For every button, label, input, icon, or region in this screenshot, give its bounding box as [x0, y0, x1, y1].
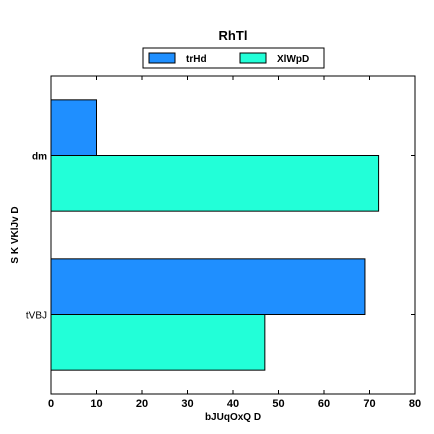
x-tick-label-0: 0	[48, 398, 54, 410]
legend-label-trHd: trHd	[186, 54, 207, 65]
x-tick-label-60: 60	[318, 398, 330, 410]
bars	[50, 99, 380, 371]
y-axis-ticks: dm tVBJ	[26, 152, 415, 322]
bar-XlWpD-dm	[50, 155, 380, 212]
legend-swatch-trHd	[148, 52, 176, 64]
x-tick-label-80: 80	[409, 398, 421, 410]
x-tick-label-30: 30	[181, 398, 193, 410]
y-tick-label-tVBJ: tVBJ	[26, 311, 47, 322]
x-tick-label-70: 70	[363, 398, 375, 410]
legend: trHd XlWpD	[142, 47, 325, 69]
x-tick-label-40: 40	[227, 398, 239, 410]
y-tick-label-dm: dm	[32, 152, 47, 163]
x-tick-label-10: 10	[90, 398, 102, 410]
y-axis-label: S K VKlJv D	[10, 206, 21, 263]
chart-title: RhTl	[219, 28, 248, 43]
legend-swatch-XlWpD	[239, 52, 267, 64]
x-tick-label-50: 50	[272, 398, 284, 410]
x-tick-label-20: 20	[136, 398, 148, 410]
bar-trHd-dm	[50, 99, 97, 156]
legend-frame	[142, 47, 325, 69]
bar-XlWpD-tVBJ	[50, 314, 266, 371]
x-axis-label: bJUqOxQ D	[205, 412, 261, 423]
legend-label-XlWpD: XlWpD	[277, 54, 309, 65]
x-axis-ticks: 0 10 20 30 40 50 60 70 80	[48, 76, 421, 410]
bar-trHd-tVBJ	[50, 258, 366, 316]
